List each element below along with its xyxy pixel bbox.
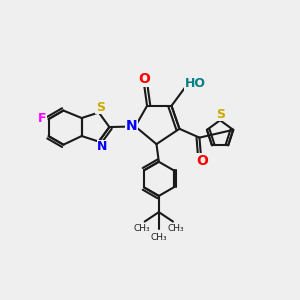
Text: N: N	[126, 118, 138, 133]
Text: O: O	[196, 154, 208, 168]
Text: CH₃: CH₃	[168, 224, 184, 233]
Text: O: O	[138, 72, 150, 86]
Text: CH₃: CH₃	[134, 224, 150, 233]
Text: F: F	[38, 112, 46, 125]
Text: HO: HO	[185, 77, 206, 90]
Text: N: N	[97, 140, 107, 153]
Text: CH₃: CH₃	[151, 233, 167, 242]
Text: S: S	[216, 108, 225, 121]
Text: S: S	[96, 101, 105, 114]
